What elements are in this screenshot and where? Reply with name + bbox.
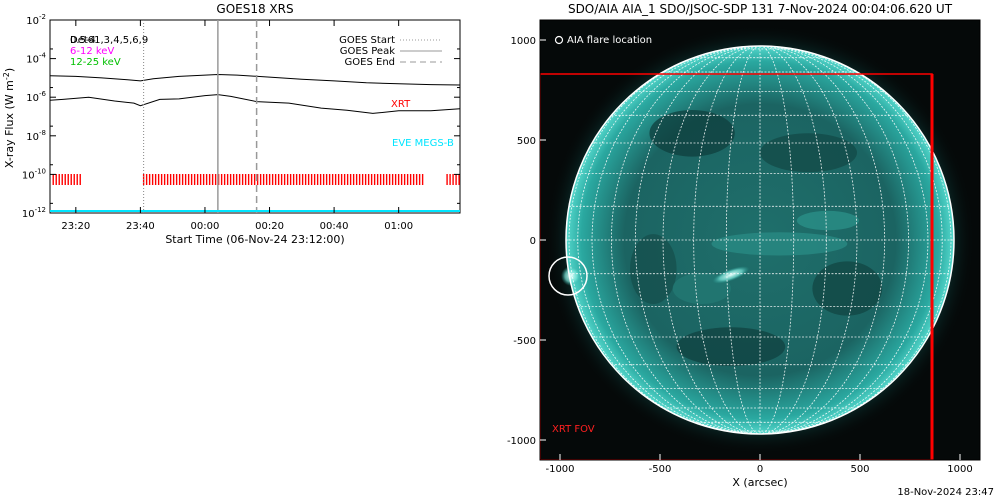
sun-limb (565, 45, 955, 435)
aia-flare-legend: AIA flare location (554, 35, 652, 46)
aia-y-tick-label: 1000 (511, 36, 536, 47)
goes-x-axis-label: Start Time (06-Nov-24 23:12:00) (165, 233, 344, 246)
longitude-line (693, 45, 761, 435)
aia-y-tick-label: -1000 (507, 436, 536, 447)
goes-x-tick-label: 23:40 (126, 221, 155, 232)
goes-y-tick-label: 10-4 (26, 52, 46, 66)
longitude-line (725, 45, 761, 435)
goes-y-tick-base: 10 (26, 93, 39, 104)
xrt-series-label: XRT (391, 99, 411, 110)
goes-y-axis-label-close: ) (3, 68, 16, 72)
goes-y-axis-label: X-ray Flux (W m-2) (2, 68, 16, 168)
sun-region (649, 110, 735, 157)
aia-x-tick-label: 500 (850, 464, 869, 475)
goes-y-tick-label: 10-8 (26, 129, 46, 143)
footer-timestamp: 18-Nov-2024 23:47 (897, 487, 994, 498)
longitude-line (759, 45, 827, 435)
aia-x-tick-label: 0 (757, 464, 763, 475)
goes-y-axis-label-sup: -2 (2, 72, 11, 80)
aia-flare-legend-icon (554, 35, 564, 45)
longitude-line (591, 45, 761, 435)
aia-flare-legend-label: AIA flare location (567, 35, 652, 46)
goes-x-tick-label: 01:00 (384, 221, 413, 232)
goes-y-tick-base: 10 (22, 170, 35, 181)
legend-goes-end: GOES End (345, 57, 395, 68)
sun-region (711, 232, 848, 256)
sun-region (796, 210, 859, 231)
legend-goes-peak: GOES Peak (340, 46, 395, 57)
goes-y-tick-base: 10 (26, 16, 39, 27)
longitude-line (759, 45, 929, 435)
goes-y-tick-label: 10-6 (26, 90, 46, 104)
longitude-line (759, 45, 909, 435)
aia-y-tick-label: -500 (513, 336, 536, 347)
active-region (712, 266, 750, 284)
goes-x-tick-label: 23:20 (61, 221, 90, 232)
xrt-fov-label: XRT FOV (552, 424, 595, 435)
goes-y-tick-exponent: -12 (35, 206, 46, 214)
longitude-line (759, 45, 858, 435)
sun-region (812, 261, 883, 316)
longitude-line (611, 45, 761, 435)
aia-image-panel: SDO/AIA AIA_1 SDO/JSOC-SDP 131 7-Nov-202… (490, 0, 1000, 500)
aia-x-tick-label: -500 (649, 464, 672, 475)
channel-label-6-12: 6-12 keV (70, 46, 114, 57)
goes-y-tick-exponent: -10 (35, 167, 46, 175)
flare-location-circle (548, 256, 588, 296)
eve-series-label: EVE MEGS-B (392, 138, 454, 149)
longitude-line (634, 45, 761, 435)
longitude-line (759, 45, 943, 435)
longitude-line (577, 45, 761, 435)
flare-brightening (561, 266, 581, 286)
goes-y-tick-exponent: -6 (39, 90, 47, 98)
goes-y-axis-label-main: X-ray Flux (W m (3, 80, 16, 168)
goes-y-tick-base: 10 (26, 132, 39, 143)
longitude-line (759, 45, 795, 435)
goes-y-tick-base: 10 (26, 55, 39, 66)
longitude-line (662, 45, 761, 435)
goes-y-tick-base: 10 (22, 209, 35, 220)
goes-x-tick-label: 00:40 (320, 221, 349, 232)
channel-label-0-5-4: 0.5-4 (70, 35, 96, 46)
goes-xrs-chart: GOES18 XRS X-ray Flux (W m-2) Start Time… (2, 2, 461, 246)
goes-y-tick-label: 10-2 (26, 13, 46, 27)
goes-y-tick-label: 10-10 (22, 167, 46, 181)
aia-131-image: SDO/AIA AIA_1 SDO/JSOC-SDP 131 7-Nov-202… (507, 2, 981, 489)
aia-y-tick-label: 0 (530, 236, 536, 247)
goes-chart-title: GOES18 XRS (216, 2, 293, 16)
goes-y-tick-exponent: -8 (39, 129, 46, 137)
aia-image-title: SDO/AIA AIA_1 SDO/JSOC-SDP 131 7-Nov-202… (568, 2, 953, 16)
goes-y-tick-exponent: -4 (39, 52, 47, 60)
goes-y-tick-exponent: -2 (39, 13, 46, 21)
goes-y-tick-label: 10-12 (22, 206, 46, 220)
legend-goes-start: GOES Start (339, 35, 395, 46)
goes-xrs-panel: GOES18 XRS X-ray Flux (W m-2) Start Time… (0, 0, 480, 260)
sun-region (760, 133, 857, 173)
aia-y-tick-label: 500 (517, 136, 536, 147)
aia-x-tick-label: -1000 (545, 464, 574, 475)
aia-x-axis-label: X (arcsec) (732, 476, 787, 489)
channel-label-12-25: 12-25 keV (70, 57, 121, 68)
sun-region (630, 234, 677, 305)
aia-x-tick-label: 1000 (947, 464, 972, 475)
goes-x-tick-label: 00:00 (191, 221, 220, 232)
goes-legend: GOES Start GOES Peak GOES End (339, 35, 442, 68)
goes-x-tick-label: 00:20 (255, 221, 284, 232)
sun-region (676, 327, 786, 367)
longitude-line (759, 45, 886, 435)
channel-label-overlap: Det61,3,4,5,6,9 (70, 35, 148, 46)
